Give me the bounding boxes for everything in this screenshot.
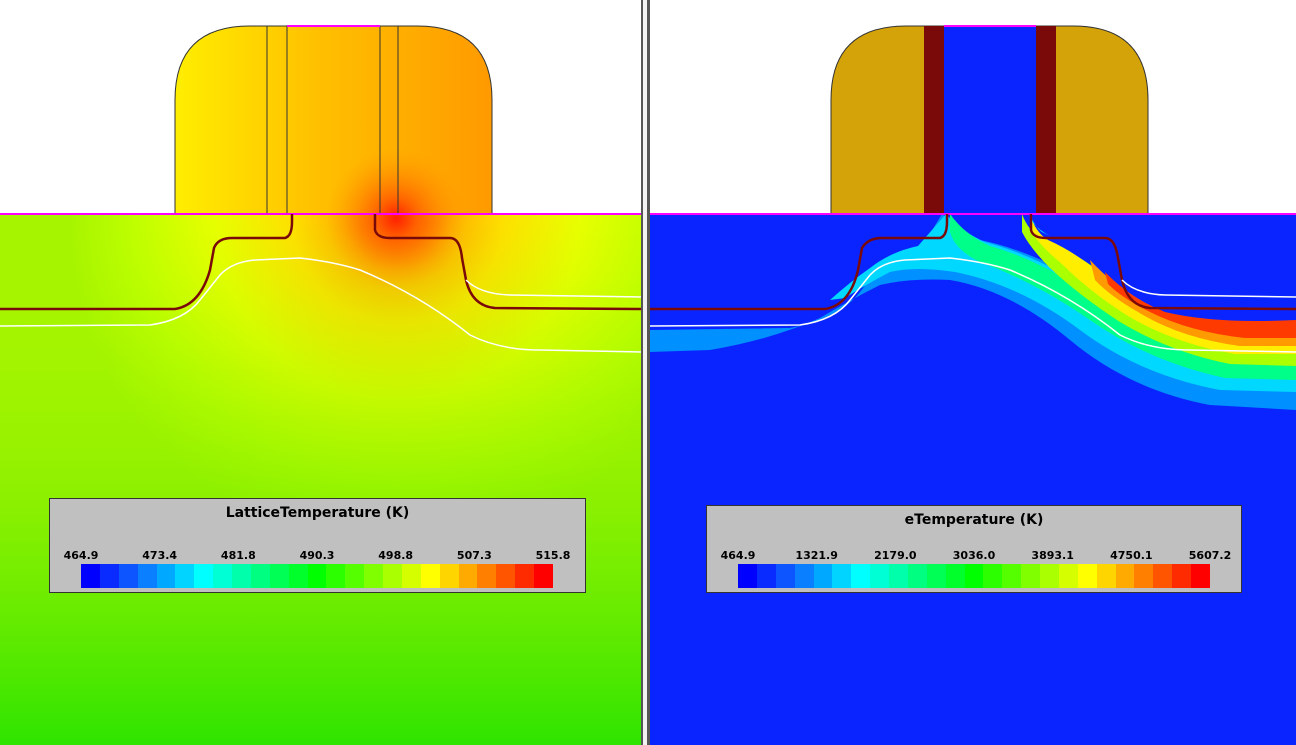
lattice-temperature-plot bbox=[0, 25, 641, 745]
junction-boundary bbox=[0, 214, 641, 311]
colorbar-swatch bbox=[907, 564, 927, 588]
colorbar-swatch bbox=[1153, 564, 1173, 588]
colorbar-swatch bbox=[738, 564, 757, 588]
legend-colorbar bbox=[81, 564, 553, 588]
colorbar-swatch bbox=[851, 564, 871, 588]
colorbar-swatch bbox=[870, 564, 889, 588]
colorbar-swatch bbox=[496, 564, 516, 588]
colorbar-swatch bbox=[345, 564, 365, 588]
colorbar-swatch bbox=[288, 564, 308, 588]
colorbar-swatch bbox=[420, 564, 440, 588]
panel-divider bbox=[641, 0, 643, 745]
electron-temperature-panel: eTemperature (K) 464.9 1321.9 2179.0 303… bbox=[650, 0, 1296, 745]
colorbar-swatch bbox=[1134, 564, 1154, 588]
colorbar-swatch bbox=[213, 564, 232, 588]
legend-tick: 473.4 bbox=[142, 549, 178, 562]
legend-ticks: 464.9 473.4 481.8 490.3 498.8 507.3 515.… bbox=[64, 549, 571, 563]
colorbar-swatch bbox=[775, 564, 795, 588]
colorbar-swatch bbox=[383, 564, 402, 588]
electron-temperature-legend: eTemperature (K) 464.9 1321.9 2179.0 303… bbox=[706, 505, 1242, 593]
plume-layer bbox=[1105, 272, 1296, 338]
colorbar-swatch bbox=[118, 564, 138, 588]
colorbar-swatch bbox=[175, 564, 195, 588]
colorbar-swatch bbox=[1021, 564, 1040, 588]
legend-tick: 507.3 bbox=[456, 549, 492, 562]
colorbar-swatch bbox=[307, 564, 327, 588]
panel-divider-gap bbox=[643, 0, 647, 745]
lattice-temperature-legend: LatticeTemperature (K) 464.9 473.4 481.8… bbox=[49, 498, 586, 593]
legend-title: LatticeTemperature (K) bbox=[225, 505, 410, 521]
colorbar-swatch bbox=[156, 564, 176, 588]
substrate-region bbox=[650, 214, 1296, 745]
panel-divider bbox=[647, 0, 650, 745]
electron-temperature-plot bbox=[650, 25, 1296, 745]
legend-tick: 515.8 bbox=[535, 549, 571, 562]
legend-tick: 5607.2 bbox=[1188, 549, 1232, 562]
legend-tick: 3036.0 bbox=[952, 549, 996, 562]
depletion-edge-lower bbox=[0, 257, 641, 353]
colorbar-swatch bbox=[477, 564, 497, 588]
gate-oxide-left bbox=[924, 26, 944, 214]
colorbar-swatch bbox=[756, 564, 776, 588]
colorbar-swatch bbox=[926, 564, 946, 588]
colorbar-swatch bbox=[1115, 564, 1135, 588]
colorbar-swatch bbox=[534, 564, 553, 588]
junction-boundary bbox=[650, 214, 1296, 311]
colorbar-swatch bbox=[250, 564, 270, 588]
legend-tick: 2179.0 bbox=[874, 549, 917, 562]
colorbar-swatch bbox=[794, 564, 814, 588]
colorbar-swatch bbox=[1172, 564, 1191, 588]
colorbar-swatch bbox=[401, 564, 421, 588]
lattice-temperature-panel: LatticeTemperature (K) 464.9 473.4 481.8… bbox=[0, 0, 641, 745]
colorbar-swatch bbox=[326, 564, 346, 588]
colorbar-swatch bbox=[964, 564, 984, 588]
colorbar-swatch bbox=[99, 564, 119, 588]
legend-tick: 464.9 bbox=[63, 549, 99, 562]
legend-tick: 498.8 bbox=[378, 549, 414, 562]
colorbar-swatch bbox=[945, 564, 965, 588]
colorbar-swatch bbox=[1191, 564, 1210, 588]
colorbar-swatch bbox=[1058, 564, 1078, 588]
legend-tick: 3893.1 bbox=[1031, 549, 1074, 562]
colorbar-swatch bbox=[1040, 564, 1059, 588]
legend-tick: 464.9 bbox=[720, 549, 756, 562]
legend-ticks: 464.9 1321.9 2179.0 3036.0 3893.1 4750.1… bbox=[721, 549, 1232, 563]
gate-oxide-right bbox=[1036, 26, 1056, 214]
legend-tick: 4750.1 bbox=[1110, 549, 1153, 562]
colorbar-swatch bbox=[137, 564, 157, 588]
colorbar-swatch bbox=[232, 564, 251, 588]
colorbar-swatch bbox=[813, 564, 833, 588]
colorbar-swatch bbox=[515, 564, 534, 588]
colorbar-swatch bbox=[439, 564, 459, 588]
colorbar-swatch bbox=[194, 564, 214, 588]
legend-colorbar bbox=[738, 564, 1210, 588]
colorbar-swatch bbox=[832, 564, 852, 588]
hotspot bbox=[326, 148, 466, 288]
colorbar-swatch bbox=[364, 564, 383, 588]
depletion-edge-upper bbox=[465, 279, 641, 298]
colorbar-swatch bbox=[1077, 564, 1097, 588]
gate-electrode bbox=[944, 26, 1036, 214]
depletion-edge-upper bbox=[1121, 279, 1296, 298]
substrate-depth-shading bbox=[0, 214, 641, 745]
depletion-edge-lower bbox=[650, 257, 1296, 353]
colorbar-swatch bbox=[81, 564, 100, 588]
colorbar-swatch bbox=[983, 564, 1003, 588]
colorbar-swatch bbox=[889, 564, 908, 588]
colorbar-swatch bbox=[1096, 564, 1116, 588]
colorbar-swatch bbox=[1002, 564, 1022, 588]
legend-title: eTemperature (K) bbox=[904, 512, 1044, 528]
colorbar-swatch bbox=[458, 564, 478, 588]
legend-tick: 481.8 bbox=[220, 549, 256, 562]
colorbar-swatch bbox=[269, 564, 289, 588]
legend-tick: 1321.9 bbox=[795, 549, 838, 562]
legend-tick: 490.3 bbox=[299, 549, 335, 562]
